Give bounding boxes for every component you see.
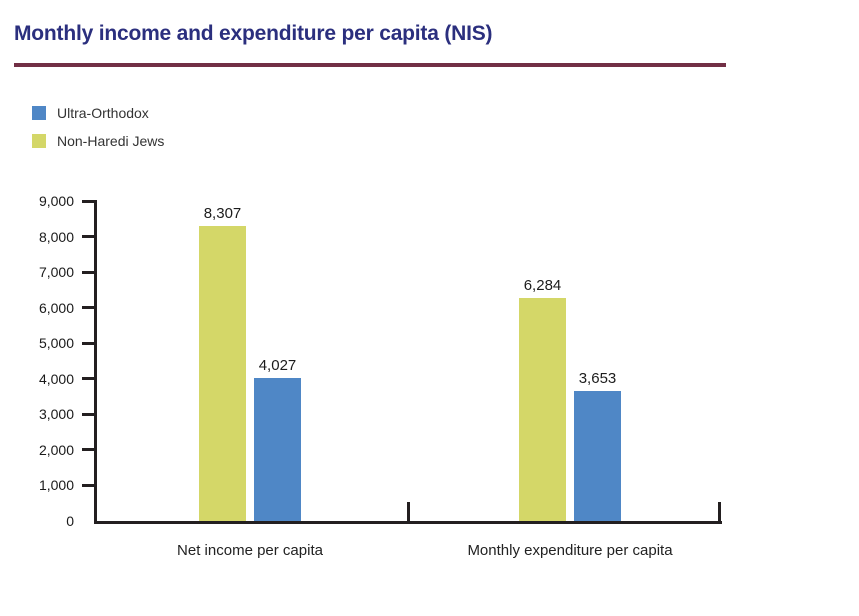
y-axis-line xyxy=(94,201,97,524)
x-axis-tick xyxy=(717,502,721,521)
bar-value-label: 6,284 xyxy=(523,276,562,294)
bar-value-label: 8,307 xyxy=(203,204,242,222)
y-axis-tick-label: 5,000 xyxy=(38,335,74,352)
legend-item-ultra-orthodox: Ultra-Orthodox xyxy=(32,105,164,121)
y-axis-tick-label: 8,000 xyxy=(38,228,74,245)
y-axis-tick-label: 1,000 xyxy=(38,477,74,494)
y-axis-tick xyxy=(82,412,97,416)
legend-item-non-haredi-jews: Non-Haredi Jews xyxy=(32,133,165,149)
y-axis-tick xyxy=(82,377,97,381)
legend-label: Ultra-Orthodox xyxy=(57,105,149,121)
y-axis-tick xyxy=(82,341,97,345)
y-axis-tick xyxy=(82,483,97,487)
legend-label: Non-Haredi Jews xyxy=(57,133,165,149)
bar-non-haredi-jews xyxy=(199,225,246,521)
y-axis-tick xyxy=(82,199,97,203)
y-axis-tick-label: 3,000 xyxy=(38,406,74,423)
y-axis-tick-label: 4,000 xyxy=(38,370,74,387)
bar-value-label: 3,653 xyxy=(578,370,617,388)
y-axis-tick-label: 6,000 xyxy=(38,299,74,316)
y-axis-tick-label: 9,000 xyxy=(38,193,74,209)
bar-non-haredi-jews xyxy=(519,297,566,521)
x-axis-category-label: Monthly expenditure per capita xyxy=(467,542,673,559)
bar-ultra-orthodox xyxy=(254,377,301,521)
title-underline-rule xyxy=(14,63,726,67)
x-axis-category-label: Net income per capita xyxy=(177,542,323,559)
x-axis-line xyxy=(94,521,722,524)
legend-swatch-yellow-icon xyxy=(32,134,46,148)
bar-value-label: 4,027 xyxy=(258,356,297,374)
chart-title: Monthly income and expenditure per capit… xyxy=(14,22,493,45)
y-axis-tick xyxy=(82,235,97,239)
y-axis-tick xyxy=(82,448,97,452)
y-axis-tick-label: 7,000 xyxy=(38,264,74,281)
legend-swatch-blue-icon xyxy=(32,106,46,120)
y-axis-tick-label: 2,000 xyxy=(38,441,74,458)
legend: Ultra-Orthodox Non-Haredi Jews xyxy=(32,105,165,162)
y-axis-tick xyxy=(82,306,97,310)
y-axis-tick xyxy=(82,270,97,274)
y-axis-tick-label: 0 xyxy=(66,513,74,529)
x-axis-tick xyxy=(406,502,410,521)
bar-ultra-orthodox xyxy=(574,391,621,521)
